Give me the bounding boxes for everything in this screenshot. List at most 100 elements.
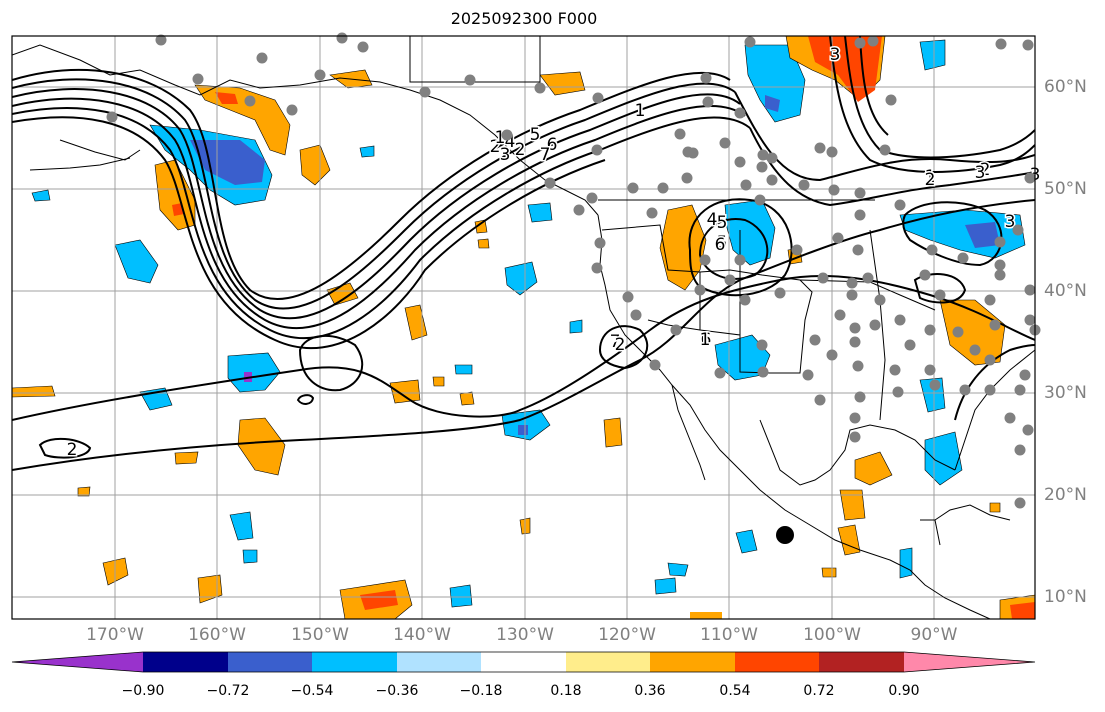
station-dot [1014, 497, 1026, 509]
colorbar-extend-high [904, 652, 1035, 672]
contour-label: 5 [717, 233, 728, 253]
colorbar-tick: −0.90 [121, 683, 165, 699]
station-dot [106, 111, 118, 123]
anomaly-orange [459, 391, 475, 406]
contour-label: 2 [515, 140, 526, 160]
station-dot [969, 344, 981, 356]
station-dot [286, 104, 298, 116]
colorbar-segment [735, 652, 819, 672]
station-dot [849, 322, 861, 334]
station-dot [594, 237, 606, 249]
anomaly-orange [474, 219, 488, 234]
station-dot [926, 244, 938, 256]
station-dot [766, 174, 778, 186]
colorbar-segment [228, 652, 312, 672]
station-dot [314, 69, 326, 81]
station-dot [336, 32, 348, 44]
station-dot [791, 244, 803, 256]
station-dot [934, 289, 946, 301]
station-dot [591, 144, 603, 156]
station-dot [573, 204, 585, 216]
station-dot [744, 36, 756, 48]
colorbar-segment [481, 652, 566, 672]
anomaly-red [1010, 602, 1035, 619]
station-dot [754, 194, 766, 206]
lon-label-130w: 130°W [496, 625, 554, 645]
contour-label: 6 [547, 135, 558, 155]
station-dot [1022, 39, 1034, 51]
anomaly-blue [114, 239, 159, 284]
contour-label: 1 [925, 167, 936, 187]
anomaly-purple [518, 425, 528, 435]
station-dot [984, 294, 996, 306]
station-dot [740, 179, 752, 191]
station-dot [357, 41, 369, 53]
anomaly-blue [359, 145, 375, 158]
lat-label-40n: 40°N [1044, 281, 1087, 301]
station-dot [757, 366, 769, 378]
plot-frame [11, 35, 1036, 620]
station-dot [419, 86, 431, 98]
station-dot [849, 336, 861, 348]
station-dot [756, 161, 768, 173]
anomaly-darkblue [190, 140, 265, 185]
station-dot [834, 309, 846, 321]
anomaly-blue [654, 577, 677, 595]
station-dot [155, 34, 167, 46]
station-dot [1024, 314, 1036, 326]
station-dot [809, 334, 821, 346]
lon-label-110w: 110°W [700, 625, 758, 645]
anomaly-red [808, 36, 882, 102]
station-dot [904, 339, 916, 351]
station-dot [984, 354, 996, 366]
station-dot [862, 272, 874, 284]
lon-label-140w: 140°W [393, 625, 451, 645]
station-dot [989, 319, 1001, 331]
station-dot [1012, 224, 1024, 236]
colorbar-segment [650, 652, 735, 672]
contour-label: 3 [975, 163, 986, 183]
location-marker [776, 526, 794, 544]
anomaly-orange [539, 71, 586, 96]
station-dot [924, 324, 936, 336]
station-dot [757, 149, 769, 161]
station-dot [849, 431, 861, 443]
colorbar [11, 651, 1036, 673]
station-dot [817, 272, 829, 284]
contour-label: 2 [490, 137, 501, 157]
lon-label-150w: 150°W [291, 625, 349, 645]
station-dot [994, 236, 1006, 248]
anomaly-orange [299, 144, 331, 186]
contour-label: 7 [610, 332, 621, 352]
anomaly-orange [432, 376, 445, 387]
lat-label-50n: 50°N [1044, 179, 1087, 199]
anomaly-orange [477, 238, 490, 249]
station-dot [681, 172, 693, 184]
station-dot [630, 309, 642, 321]
station-dot [929, 379, 941, 391]
station-dot [885, 94, 897, 106]
contour-label: 3 [830, 45, 841, 65]
station-dot [957, 252, 969, 264]
anomaly-blue [667, 562, 689, 577]
station-dot [674, 128, 686, 140]
anomaly-blue [242, 549, 258, 564]
station-dot [1022, 424, 1034, 436]
station-dot [952, 326, 964, 338]
station-dot [646, 207, 658, 219]
contour-label: 4 [707, 210, 718, 230]
station-dot [649, 359, 661, 371]
colorbar-segment [819, 652, 904, 672]
station-dot [846, 277, 858, 289]
colorbar-tick: −0.18 [459, 683, 503, 699]
anomaly-blue [454, 364, 473, 375]
station-dot [919, 269, 931, 281]
station-dot [1024, 284, 1036, 296]
station-dot [534, 82, 546, 94]
station-dot [244, 95, 256, 107]
anomaly-blue [919, 39, 946, 71]
contour-label: 5 [717, 213, 728, 233]
contour-label: 7 [540, 145, 551, 165]
station-dot [924, 364, 936, 376]
